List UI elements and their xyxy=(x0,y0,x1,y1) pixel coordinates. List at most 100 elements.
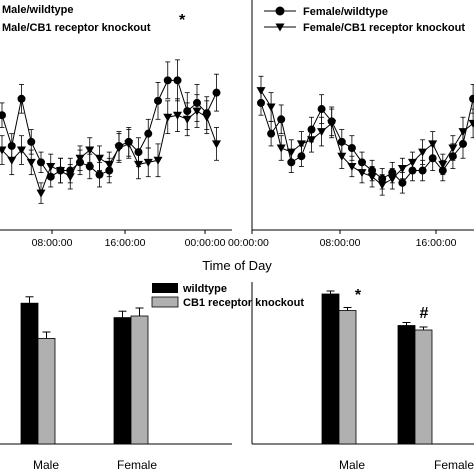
tr-point-circle xyxy=(469,94,474,103)
tl-point-circle xyxy=(212,88,221,97)
tr-legend: Female/wildtype Female/CB1 receptor knoc… xyxy=(264,6,465,34)
br-bar-female-knockout xyxy=(414,329,433,445)
bl-bars xyxy=(20,296,149,445)
tl-point-circle xyxy=(27,137,36,146)
bl-category-label-male: Male xyxy=(33,458,59,472)
tr-point-triangle xyxy=(286,148,296,157)
tl-legend-entry-2: Male/CB1 receptor knockout xyxy=(2,22,151,34)
tr-point-triangle xyxy=(377,181,387,190)
tl-point-circle xyxy=(17,94,26,103)
tr-point-circle xyxy=(398,178,407,187)
tr-point-triangle xyxy=(458,128,468,137)
tl-point-triangle xyxy=(124,140,134,149)
tl-x-tick-label-2: 16:00:00 xyxy=(105,237,146,249)
tl-point-triangle xyxy=(173,111,182,120)
panel-bar-left: wildtype CB1 receptor knockout Male Fema… xyxy=(0,283,304,472)
br-bar-female-wildtype xyxy=(397,325,416,445)
tl-point-circle xyxy=(85,162,94,171)
tl-point-triangle xyxy=(85,146,95,155)
br-bar-male-knockout xyxy=(338,310,357,445)
tl-point-triangle xyxy=(182,115,192,124)
br-category-label-male: Male xyxy=(339,458,365,472)
tr-point-triangle xyxy=(428,140,438,149)
tr-series-wildtype xyxy=(257,84,474,194)
br-category-label-female: Female xyxy=(434,458,474,472)
tl-point-triangle xyxy=(17,146,26,155)
tr-point-triangle xyxy=(367,173,377,182)
tl-point-triangle xyxy=(114,144,124,153)
tr-point-triangle xyxy=(266,103,276,112)
tr-point-triangle xyxy=(418,148,428,157)
tr-point-circle xyxy=(267,129,276,138)
panel-male-timecourse: Male/wildtype Male/CB1 receptor knockout… xyxy=(0,4,232,249)
tl-point-circle xyxy=(173,76,182,85)
br-bars xyxy=(321,290,433,445)
tl-series xyxy=(0,59,221,204)
bl-legend-swatch-knockout xyxy=(151,296,179,308)
tr-point-triangle xyxy=(387,175,397,184)
x-axis-title: Time of Day xyxy=(202,258,272,273)
tr-point-triangle xyxy=(327,119,337,128)
tr-series-line xyxy=(260,90,474,186)
tr-legend-entry-1: Female/wildtype xyxy=(303,6,388,18)
tr-point-triangle xyxy=(276,144,286,153)
tr-legend-entry-2: Female/CB1 receptor knockout xyxy=(303,22,465,34)
tr-x-tick-labels: 00:00:00 08:00:00 16:00:00 xyxy=(228,237,457,249)
bl-category-label-female: Female xyxy=(117,458,157,472)
tr-point-triangle xyxy=(256,87,266,96)
br-annotation-hash: # xyxy=(420,305,429,322)
tl-point-triangle xyxy=(153,156,163,165)
tl-point-triangle xyxy=(163,113,173,122)
tr-legend-marker-circle xyxy=(275,6,285,16)
tl-point-triangle xyxy=(212,140,221,149)
tl-x-tick-label-1: 08:00:00 xyxy=(32,237,73,249)
tr-point-triangle xyxy=(296,140,306,149)
br-bar-male-wildtype xyxy=(321,293,340,445)
tl-point-triangle xyxy=(7,156,17,165)
tl-point-triangle xyxy=(95,154,104,163)
bl-bar-male-knockout xyxy=(37,337,56,445)
bl-legend-entry-wildtype: wildtype xyxy=(182,283,227,295)
tl-point-triangle xyxy=(202,113,212,122)
tr-series-line xyxy=(260,98,474,184)
tr-point-triangle xyxy=(397,165,407,173)
tr-point-triangle xyxy=(438,160,448,169)
bl-bar-female-knockout xyxy=(130,315,149,445)
tl-point-triangle xyxy=(192,107,202,116)
tl-point-circle xyxy=(163,76,172,85)
tr-x-tick-label-1: 00:00:00 xyxy=(228,237,269,249)
tl-legend: Male/wildtype Male/CB1 receptor knockout… xyxy=(2,4,186,34)
tl-point-circle xyxy=(95,170,104,179)
tl-point-triangle xyxy=(143,158,153,167)
tl-point-triangle xyxy=(46,162,56,171)
tl-point-triangle xyxy=(65,173,75,182)
tr-point-triangle xyxy=(317,128,327,137)
tr-point-circle xyxy=(418,166,427,175)
bl-legend-swatch-wildtype xyxy=(152,283,178,293)
tr-point-triangle xyxy=(307,136,316,145)
bl-legend-entry-knockout: CB1 receptor knockout xyxy=(183,297,304,309)
bl-bar-male-wildtype xyxy=(20,302,39,445)
tl-x-ticks xyxy=(51,230,206,234)
tr-point-triangle xyxy=(357,169,367,178)
tr-point-triangle xyxy=(347,162,357,171)
tl-point-circle xyxy=(154,96,162,105)
tl-legend-entry-1: Male/wildtype xyxy=(2,4,74,16)
tr-point-circle xyxy=(277,115,286,124)
tr-point-triangle xyxy=(448,144,458,153)
tr-point-triangle xyxy=(468,119,474,128)
tl-series-knockout xyxy=(0,94,221,204)
tr-point-circle xyxy=(347,144,356,152)
bl-bar-female-wildtype xyxy=(113,317,132,445)
tl-point-circle xyxy=(37,158,45,167)
bl-legend: wildtype CB1 receptor knockout xyxy=(151,283,304,309)
tr-legend-marker-triangle xyxy=(275,23,285,32)
tl-point-triangle xyxy=(134,160,143,169)
tl-point-triangle xyxy=(56,167,65,176)
br-annotation-star: * xyxy=(355,287,362,304)
tl-x-tick-label-3: 00:00:00 xyxy=(185,237,226,249)
tl-x-tick-labels: 08:00:00 16:00:00 00:00:00 xyxy=(32,237,226,249)
tl-point-triangle xyxy=(104,160,114,169)
tr-point-triangle xyxy=(337,152,347,161)
